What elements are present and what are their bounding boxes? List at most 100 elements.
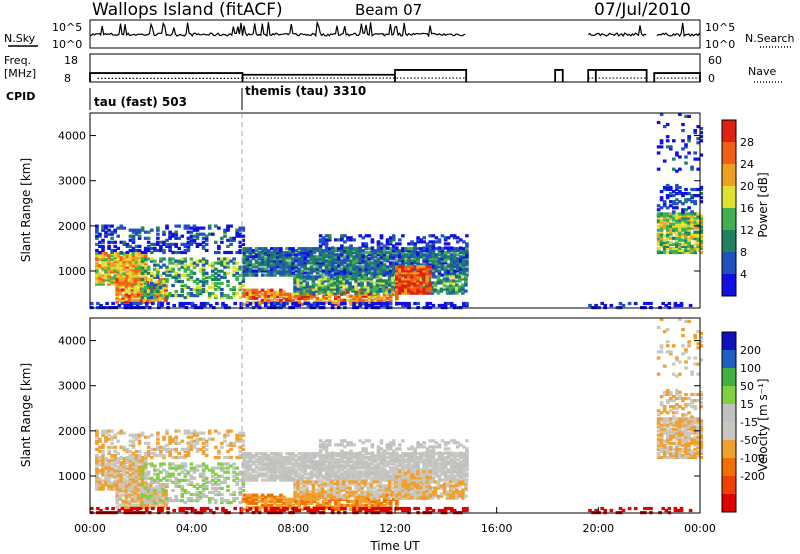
- power-cell: [656, 228, 661, 232]
- power-cell: [220, 236, 224, 240]
- power-cell: [699, 242, 704, 246]
- power-cell: [143, 248, 148, 253]
- velocity-cell: [137, 441, 142, 445]
- power-cell: [153, 283, 157, 288]
- power-cell: [681, 214, 685, 218]
- velocity-cell: [107, 463, 111, 467]
- velocity-cell: [263, 458, 268, 462]
- power-cell: [317, 275, 322, 279]
- power-cell: [309, 269, 314, 273]
- power-cell: [241, 238, 246, 242]
- power-cell: [291, 298, 295, 302]
- power-cell: [119, 256, 124, 260]
- power-cell: [98, 282, 102, 286]
- power-cell: [376, 273, 381, 277]
- velocity-cell: [107, 433, 111, 437]
- power-cell: [419, 251, 423, 255]
- power-cell: [159, 259, 163, 263]
- power-cell: [131, 274, 136, 278]
- velocity-cell: [168, 447, 172, 451]
- power-cell: [217, 257, 221, 261]
- power-cell: [257, 247, 262, 251]
- power-cell: [699, 222, 704, 226]
- power-cell: [696, 234, 700, 238]
- power-cell: [229, 259, 233, 263]
- power-cell: [456, 267, 460, 271]
- power-cell: [346, 238, 350, 242]
- velocity-cell: [223, 470, 227, 474]
- velocity-cell: [128, 479, 133, 483]
- power-cell: [410, 247, 414, 251]
- power-cell: [214, 283, 218, 288]
- velocity-cell: [251, 478, 256, 482]
- power-cell: [150, 242, 154, 246]
- power-cell: [150, 289, 154, 294]
- velocity-cell: [124, 499, 129, 503]
- velocity-cell: [158, 495, 162, 499]
- power-cell: [382, 271, 387, 275]
- power-cell: [294, 265, 298, 269]
- velocity-cell: [110, 471, 114, 475]
- velocity-cell: [122, 471, 127, 475]
- velocity-cell: [156, 476, 160, 480]
- power-cell: [448, 289, 453, 293]
- power-cell: [125, 254, 130, 258]
- power-cell: [387, 291, 392, 295]
- velocity-cell: [192, 431, 197, 435]
- power-cell: [177, 250, 181, 255]
- power-cell: [675, 151, 679, 155]
- power-cell: [324, 240, 329, 244]
- power-cell: [305, 283, 310, 287]
- power-cell: [263, 251, 268, 255]
- power-cell: [448, 291, 453, 295]
- power-cell: [382, 294, 387, 298]
- power-cell: [309, 251, 314, 255]
- power-cell: [656, 214, 661, 218]
- power-cell: [382, 263, 387, 267]
- power-cell: [180, 294, 185, 298]
- power-cell: [407, 273, 411, 277]
- velocity-cell: [137, 435, 142, 439]
- power-cell: [318, 261, 323, 265]
- velocity-cell: [201, 449, 206, 453]
- power-cell: [684, 226, 688, 230]
- power-cell: [391, 269, 396, 273]
- power-cell: [422, 287, 426, 291]
- power-cell: [174, 294, 178, 298]
- power-cell: [434, 261, 439, 265]
- power-cell: [436, 291, 441, 295]
- power-cell: [395, 259, 399, 263]
- power-cell: [146, 246, 151, 250]
- velocity-cell: [232, 492, 236, 497]
- power-cell: [390, 285, 395, 289]
- power-cell: [360, 277, 364, 281]
- power-cell: [416, 287, 420, 291]
- velocity-cell: [127, 483, 132, 487]
- power-cell: [346, 267, 350, 271]
- power-cell: [306, 303, 311, 308]
- power-cell: [226, 224, 230, 228]
- power-cell: [388, 298, 393, 302]
- power-cell: [699, 216, 704, 220]
- velocity-cell: [101, 433, 105, 437]
- power-cell: [306, 296, 311, 300]
- velocity-cell: [223, 439, 227, 443]
- power-cell: [136, 288, 141, 292]
- velocity-cell: [150, 501, 154, 505]
- power-cell: [678, 248, 682, 253]
- velocity-cell: [195, 494, 200, 499]
- velocity-cell: [223, 480, 227, 484]
- power-cell: [314, 275, 319, 279]
- velocity-cell: [379, 466, 384, 470]
- velocity-cell: [119, 473, 124, 477]
- power-cell: [226, 271, 230, 275]
- power-cell: [687, 250, 691, 255]
- power-cell: [168, 248, 172, 253]
- power-cell: [425, 281, 430, 285]
- power-cell: [665, 139, 670, 143]
- power-cell: [273, 261, 277, 265]
- velocity-cell: [131, 471, 136, 475]
- velocity-cell: [192, 470, 197, 474]
- power-cell: [352, 263, 356, 267]
- velocity-cell: [223, 466, 227, 470]
